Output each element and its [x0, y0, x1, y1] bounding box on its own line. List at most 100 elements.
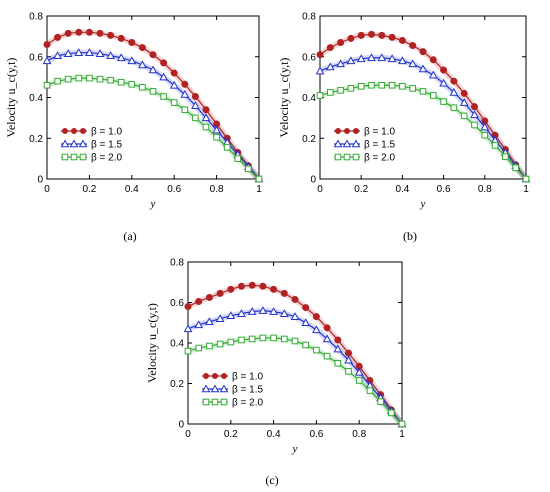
data-point — [337, 38, 345, 46]
data-point — [74, 48, 84, 56]
data-point — [238, 282, 245, 290]
data-point — [194, 320, 204, 329]
legend-marker — [62, 128, 68, 134]
data-point — [344, 355, 353, 364]
legend-marker — [80, 128, 86, 134]
data-point — [180, 89, 190, 98]
data-point — [159, 72, 168, 81]
chart-panel-3: 0 0.2 0.4 0.6 0.8 1 0 0.2 0.4 0.6 0.8 y Velocity u_c… — [145, 258, 407, 487]
data-point — [301, 318, 311, 327]
legend-marker — [352, 153, 360, 161]
legend-label: β = 1.0 — [91, 127, 122, 138]
data-point — [316, 51, 324, 59]
data-point — [169, 80, 179, 89]
data-point — [471, 121, 478, 129]
legend-label: β = 2.0 — [232, 398, 263, 409]
data-point — [279, 309, 289, 317]
data-point — [270, 334, 277, 342]
data-point — [429, 56, 437, 64]
data-point — [357, 31, 365, 39]
data-point — [184, 303, 192, 311]
legend-marker — [69, 139, 79, 148]
panel-label: (c) — [265, 473, 278, 487]
data-point — [270, 285, 278, 293]
y-tick-label: 0.6 — [302, 52, 316, 63]
data-point — [398, 56, 407, 65]
data-point — [160, 59, 168, 67]
data-point — [215, 314, 225, 322]
data-point — [377, 398, 384, 406]
data-point — [202, 123, 210, 131]
data-point — [107, 31, 115, 39]
data-point — [323, 324, 331, 332]
chart-panel-2: 0 0.2 0.4 0.6 0.8 1 0 0.2 0.4 0.6 0.8 y Velocity u_c… — [277, 12, 531, 243]
data-point — [227, 285, 235, 293]
data-point — [269, 307, 278, 315]
data-point — [127, 56, 137, 65]
data-point — [96, 29, 104, 37]
y-tick-label: 0.8 — [170, 258, 184, 269]
y-axis-label: Velocity u_c(y,t) — [277, 58, 291, 138]
x-axis-label: y — [150, 198, 156, 210]
data-point — [398, 36, 406, 44]
legend-marker — [353, 128, 359, 134]
data-point — [347, 85, 355, 92]
data-point — [315, 66, 325, 75]
data-point — [96, 75, 104, 83]
data-point — [323, 352, 331, 360]
data-point — [334, 359, 342, 367]
x-tick-label: 0.2 — [82, 184, 96, 195]
data-point — [356, 54, 366, 63]
x-tick-label: 0.6 — [309, 429, 323, 440]
data-point — [53, 51, 62, 60]
data-point — [247, 307, 257, 315]
data-point — [191, 101, 200, 109]
data-point — [450, 77, 458, 85]
legend-marker — [79, 153, 87, 161]
data-point — [75, 28, 83, 36]
legend: β = 1.0 β = 1.5 β = 2.0 — [60, 127, 122, 164]
data-point — [409, 42, 417, 50]
data-point — [327, 89, 334, 96]
data-point — [336, 59, 345, 68]
data-point — [512, 164, 520, 172]
data-point — [64, 75, 72, 83]
data-point — [440, 66, 448, 74]
legend-marker — [70, 153, 78, 161]
data-point — [439, 78, 448, 87]
data-point — [181, 106, 189, 114]
data-point — [333, 344, 343, 353]
y-tick-label: 0.2 — [29, 134, 43, 145]
y-tick-label: 0.2 — [170, 379, 184, 390]
data-point — [316, 92, 324, 99]
data-point — [258, 306, 268, 314]
data-point — [334, 336, 342, 344]
legend-label: β = 2.0 — [364, 153, 395, 164]
data-point — [170, 69, 178, 77]
data-point — [86, 74, 93, 82]
legend-marker — [351, 139, 361, 148]
x-tick-label: 0 — [44, 184, 50, 195]
x-tick-label: 0.8 — [210, 184, 224, 195]
data-point — [139, 84, 146, 91]
data-point — [377, 53, 387, 62]
data-point — [226, 311, 236, 319]
data-point — [205, 317, 214, 326]
data-point — [106, 51, 115, 60]
data-point — [470, 110, 479, 119]
x-tick-label: 0.4 — [267, 429, 281, 440]
data-point — [212, 125, 221, 134]
legend-marker — [344, 128, 350, 134]
data-point — [128, 38, 136, 46]
x-tick-label: 0.8 — [352, 429, 366, 440]
data-point — [216, 289, 224, 297]
data-point — [195, 344, 202, 352]
data-point — [354, 367, 364, 376]
plot-frame — [46, 15, 260, 180]
data-point — [312, 325, 321, 334]
data-point — [291, 295, 299, 303]
y-tick-label: 0 — [178, 420, 184, 431]
y-tick-label: 0.6 — [170, 298, 184, 309]
x-tick-label: 1 — [523, 184, 529, 195]
